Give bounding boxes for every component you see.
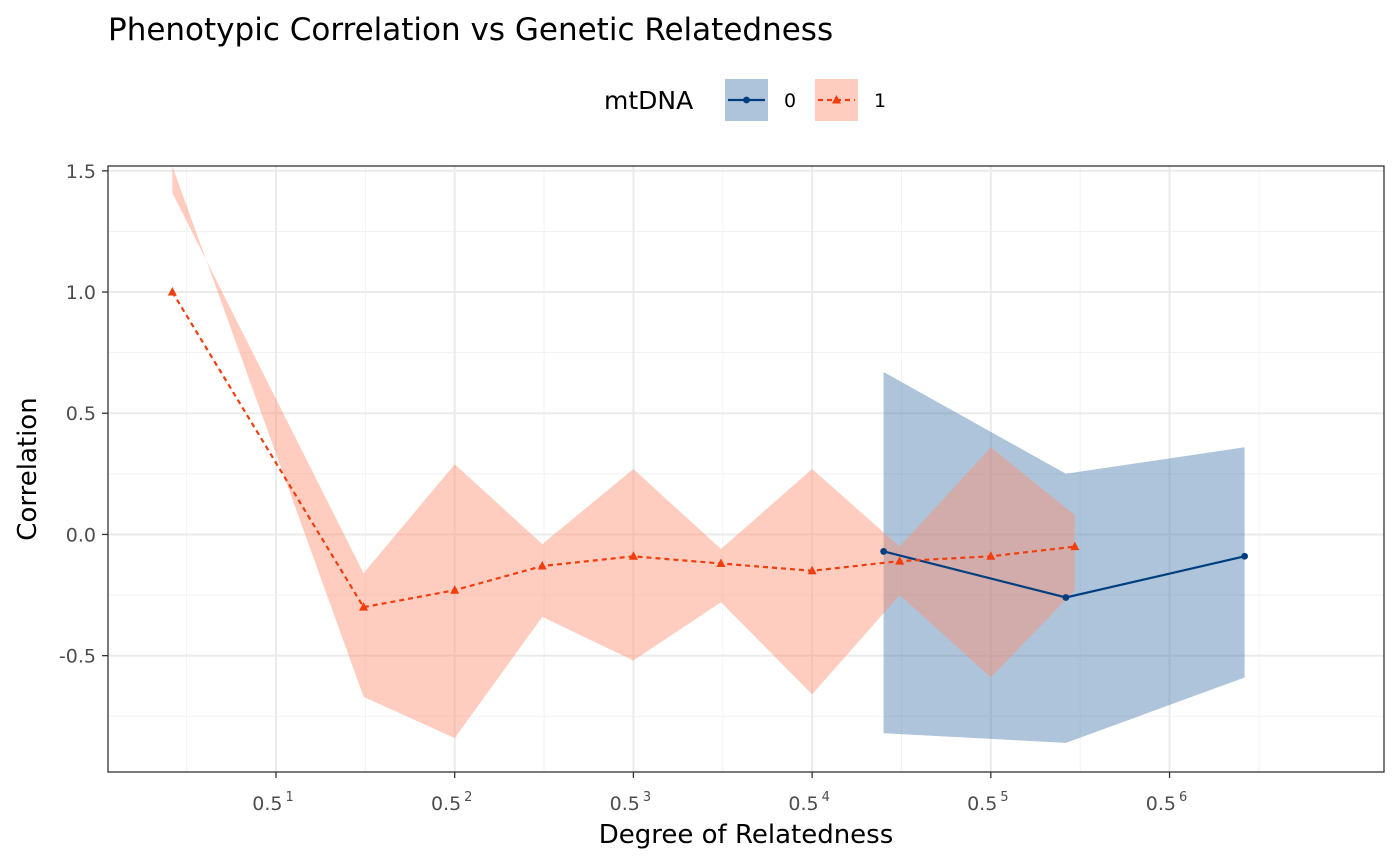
series-points bbox=[167, 287, 1249, 611]
x-tick-label: 0.5 1 bbox=[252, 790, 294, 815]
x-tick-label: 0.5 3 bbox=[610, 790, 652, 815]
legend-marker-mtdna-0 bbox=[743, 96, 750, 104]
x-axis: 0.5 1 0.5 2 0.5 3 0.5 4 0.5 5 0.5 6 bbox=[252, 772, 1187, 815]
y-tick-label: 1.5 bbox=[66, 161, 96, 183]
x-axis-title: Degree of Relatedness bbox=[599, 820, 894, 850]
x-tick-label: 0.5 4 bbox=[788, 790, 830, 815]
point-mtdna-1 bbox=[167, 287, 177, 296]
y-tick-label: 1.0 bbox=[66, 282, 96, 304]
legend-title: mtDNA bbox=[604, 86, 693, 115]
y-axis-title: Correlation bbox=[13, 397, 43, 540]
x-tick-label: 0.5 5 bbox=[967, 790, 1009, 815]
plot-panel-border bbox=[107, 165, 1385, 773]
y-tick-label: -0.5 bbox=[59, 646, 96, 668]
confidence-ribbons bbox=[172, 166, 1245, 743]
chart-title: Phenotypic Correlation vs Genetic Relate… bbox=[108, 12, 833, 48]
legend: mtDNA 0 1 bbox=[604, 79, 886, 121]
point-mtdna-1 bbox=[1070, 541, 1080, 551]
minor-gridlines bbox=[108, 166, 1384, 772]
point-mtdna-0 bbox=[880, 548, 888, 555]
major-gridlines bbox=[108, 166, 1384, 772]
point-mtdna-1 bbox=[716, 558, 726, 568]
line-mtdna-1 bbox=[171, 291, 1075, 609]
point-mtdna-0 bbox=[1062, 594, 1070, 601]
point-mtdna-1 bbox=[628, 551, 638, 560]
ribbon-mtdna-0 bbox=[883, 372, 1245, 743]
legend-marker-mtdna-1 bbox=[832, 95, 841, 104]
ribbon-mtdna-1 bbox=[172, 166, 1075, 739]
y-axis: -0.5 0.0 0.5 1.0 1.5 bbox=[59, 161, 108, 668]
x-tick-label: 0.5 6 bbox=[1146, 790, 1188, 815]
point-mtdna-1 bbox=[450, 585, 460, 594]
point-mtdna-1 bbox=[895, 556, 905, 565]
point-mtdna-1 bbox=[359, 602, 369, 611]
y-tick-label: 0.5 bbox=[66, 403, 96, 425]
point-mtdna-1 bbox=[986, 551, 996, 560]
point-mtdna-1 bbox=[807, 565, 817, 575]
legend-label-mtdna-1: 1 bbox=[874, 90, 886, 112]
x-tick-label: 0.5 2 bbox=[431, 790, 473, 815]
point-mtdna-0 bbox=[1241, 552, 1249, 560]
point-mtdna-1 bbox=[537, 560, 547, 570]
legend-label-mtdna-0: 0 bbox=[784, 90, 796, 112]
y-tick-label: 0.0 bbox=[66, 524, 96, 546]
